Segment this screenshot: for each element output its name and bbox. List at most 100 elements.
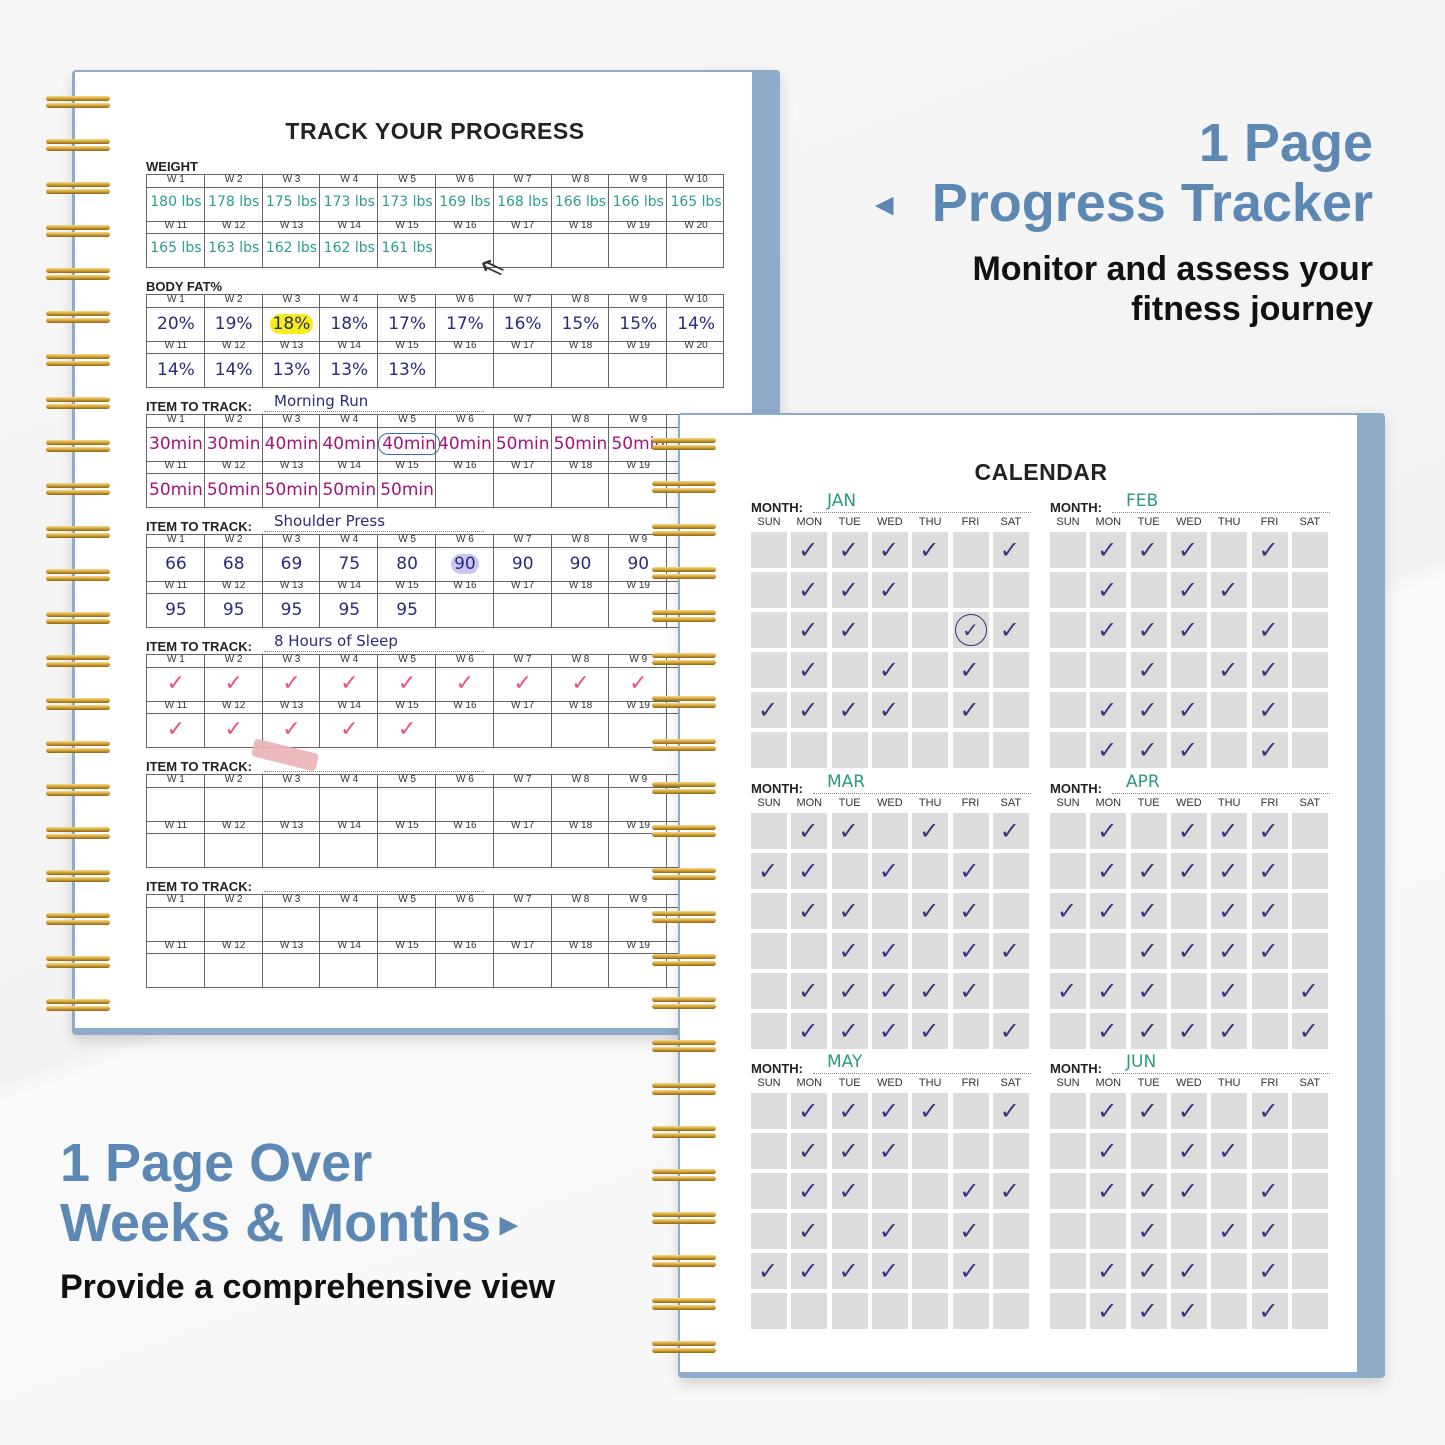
calendar-day-cell[interactable] bbox=[992, 572, 1029, 608]
calendar-day-cell[interactable] bbox=[1291, 1253, 1328, 1289]
calendar-day-cell[interactable] bbox=[1050, 612, 1086, 648]
calendar-day-cell[interactable] bbox=[751, 933, 787, 969]
calendar-day-cell[interactable] bbox=[751, 1093, 787, 1129]
calendar-day-cell[interactable] bbox=[912, 1253, 949, 1289]
tracker-value[interactable]: 50min bbox=[495, 434, 550, 454]
calendar-day-cell[interactable] bbox=[1251, 572, 1288, 608]
calendar-day-cell[interactable]: ✓ bbox=[1130, 612, 1167, 648]
calendar-day-cell[interactable]: ✓ bbox=[1090, 1133, 1127, 1169]
calendar-day-cell[interactable] bbox=[1211, 532, 1248, 568]
calendar-day-cell[interactable] bbox=[1291, 813, 1328, 849]
tracker-value[interactable]: 30min bbox=[206, 434, 261, 454]
calendar-day-cell[interactable]: ✓ bbox=[1130, 933, 1167, 969]
calendar-day-cell[interactable]: ✓ bbox=[992, 1093, 1029, 1129]
calendar-day-cell[interactable]: ✓ bbox=[1090, 612, 1127, 648]
month-name[interactable]: MAY bbox=[827, 1052, 863, 1072]
tracker-value[interactable]: 50min bbox=[553, 434, 608, 454]
calendar-day-cell[interactable]: ✓ bbox=[1130, 532, 1167, 568]
calendar-day-cell[interactable] bbox=[992, 1253, 1029, 1289]
calendar-day-cell[interactable]: ✓ bbox=[871, 652, 908, 688]
calendar-day-cell[interactable]: ✓ bbox=[952, 1173, 989, 1209]
calendar-day-cell[interactable]: ✓ bbox=[1090, 853, 1127, 889]
calendar-day-cell[interactable]: ✓ bbox=[831, 933, 868, 969]
calendar-day-cell[interactable] bbox=[1130, 572, 1167, 608]
calendar-day-cell[interactable] bbox=[952, 1293, 989, 1329]
calendar-day-cell[interactable] bbox=[871, 1293, 908, 1329]
calendar-day-cell[interactable]: ✓ bbox=[1090, 1173, 1127, 1209]
calendar-day-cell[interactable]: ✓ bbox=[1211, 853, 1248, 889]
month-name[interactable]: FEB bbox=[1126, 491, 1159, 511]
item-name[interactable]: Morning Run bbox=[274, 392, 369, 410]
tracker-value[interactable]: 173 lbs bbox=[323, 194, 375, 210]
calendar-day-cell[interactable] bbox=[1291, 1213, 1328, 1249]
month-name[interactable]: JUN bbox=[1126, 1052, 1157, 1072]
calendar-day-cell[interactable] bbox=[1090, 933, 1127, 969]
calendar-day-cell[interactable] bbox=[791, 933, 828, 969]
calendar-day-cell[interactable]: ✓ bbox=[952, 612, 989, 648]
tracker-value[interactable]: 163 lbs bbox=[208, 240, 260, 256]
calendar-day-cell[interactable] bbox=[952, 1133, 989, 1169]
tracker-value[interactable]: 90 bbox=[569, 554, 592, 574]
calendar-day-cell[interactable]: ✓ bbox=[791, 1093, 828, 1129]
check-icon[interactable]: ✓ bbox=[397, 671, 417, 696]
calendar-day-cell[interactable]: ✓ bbox=[912, 893, 949, 929]
calendar-day-cell[interactable]: ✓ bbox=[831, 1253, 868, 1289]
tracker-value[interactable]: 173 lbs bbox=[381, 194, 433, 210]
calendar-day-cell[interactable]: ✓ bbox=[1130, 1213, 1167, 1249]
calendar-day-cell[interactable] bbox=[1050, 853, 1086, 889]
check-icon[interactable]: ✓ bbox=[629, 671, 648, 696]
calendar-day-cell[interactable] bbox=[1291, 893, 1328, 929]
calendar-day-cell[interactable]: ✓ bbox=[1090, 692, 1127, 728]
calendar-day-cell[interactable]: ✓ bbox=[791, 853, 828, 889]
calendar-day-cell[interactable] bbox=[912, 853, 949, 889]
calendar-day-cell[interactable] bbox=[992, 853, 1029, 889]
calendar-day-cell[interactable]: ✓ bbox=[871, 1013, 908, 1049]
calendar-day-cell[interactable] bbox=[1211, 1253, 1248, 1289]
calendar-day-cell[interactable]: ✓ bbox=[1251, 813, 1288, 849]
calendar-day-cell[interactable]: ✓ bbox=[1211, 572, 1248, 608]
calendar-day-cell[interactable] bbox=[1050, 1013, 1086, 1049]
calendar-day-cell[interactable]: ✓ bbox=[1251, 692, 1288, 728]
tracker-value[interactable]: 166 lbs bbox=[612, 194, 664, 210]
calendar-day-cell[interactable] bbox=[871, 813, 908, 849]
calendar-day-cell[interactable] bbox=[1291, 692, 1328, 728]
calendar-day-cell[interactable]: ✓ bbox=[952, 973, 989, 1009]
calendar-day-cell[interactable] bbox=[952, 813, 989, 849]
tracker-value[interactable]: 95 bbox=[165, 600, 187, 620]
tracker-value[interactable]: 90 bbox=[436, 554, 494, 574]
calendar-day-cell[interactable] bbox=[912, 612, 949, 648]
calendar-day-cell[interactable]: ✓ bbox=[871, 853, 908, 889]
tracker-value[interactable]: 15% bbox=[619, 314, 658, 334]
calendar-day-cell[interactable] bbox=[1130, 1133, 1167, 1169]
calendar-day-cell[interactable]: ✓ bbox=[992, 1013, 1029, 1049]
calendar-day-cell[interactable]: ✓ bbox=[1130, 1293, 1167, 1329]
calendar-day-cell[interactable]: ✓ bbox=[831, 532, 868, 568]
calendar-day-cell[interactable]: ✓ bbox=[1170, 1253, 1207, 1289]
calendar-day-cell[interactable] bbox=[912, 572, 949, 608]
tracker-value[interactable]: 95 bbox=[280, 600, 303, 620]
calendar-day-cell[interactable] bbox=[952, 532, 989, 568]
check-icon[interactable]: ✓ bbox=[282, 671, 301, 696]
tracker-value[interactable]: 17% bbox=[388, 314, 426, 334]
calendar-day-cell[interactable]: ✓ bbox=[871, 1133, 908, 1169]
calendar-day-cell[interactable]: ✓ bbox=[871, 532, 908, 568]
tracker-value[interactable]: 165 lbs bbox=[150, 240, 202, 256]
item-name[interactable]: Shoulder Press bbox=[274, 512, 386, 530]
calendar-day-cell[interactable]: ✓ bbox=[952, 933, 989, 969]
calendar-day-cell[interactable]: ✓ bbox=[1130, 652, 1167, 688]
calendar-day-cell[interactable] bbox=[1291, 853, 1328, 889]
calendar-day-cell[interactable] bbox=[1050, 1093, 1086, 1129]
calendar-day-cell[interactable]: ✓ bbox=[1251, 1173, 1288, 1209]
calendar-day-cell[interactable] bbox=[1291, 1133, 1328, 1169]
calendar-day-cell[interactable]: ✓ bbox=[1251, 1093, 1288, 1129]
tracker-value[interactable]: 50min bbox=[611, 434, 666, 454]
tracker-value[interactable]: 68 bbox=[222, 554, 245, 574]
calendar-day-cell[interactable] bbox=[912, 1213, 949, 1249]
tracker-value[interactable]: 178 lbs bbox=[208, 194, 260, 210]
tracker-value[interactable]: 40min bbox=[378, 433, 440, 455]
tracker-value[interactable]: 180 lbs bbox=[150, 194, 202, 210]
tracker-value[interactable]: 14% bbox=[677, 314, 715, 334]
calendar-day-cell[interactable] bbox=[831, 732, 868, 768]
calendar-day-cell[interactable] bbox=[1291, 933, 1328, 969]
calendar-day-cell[interactable] bbox=[1291, 1173, 1328, 1209]
